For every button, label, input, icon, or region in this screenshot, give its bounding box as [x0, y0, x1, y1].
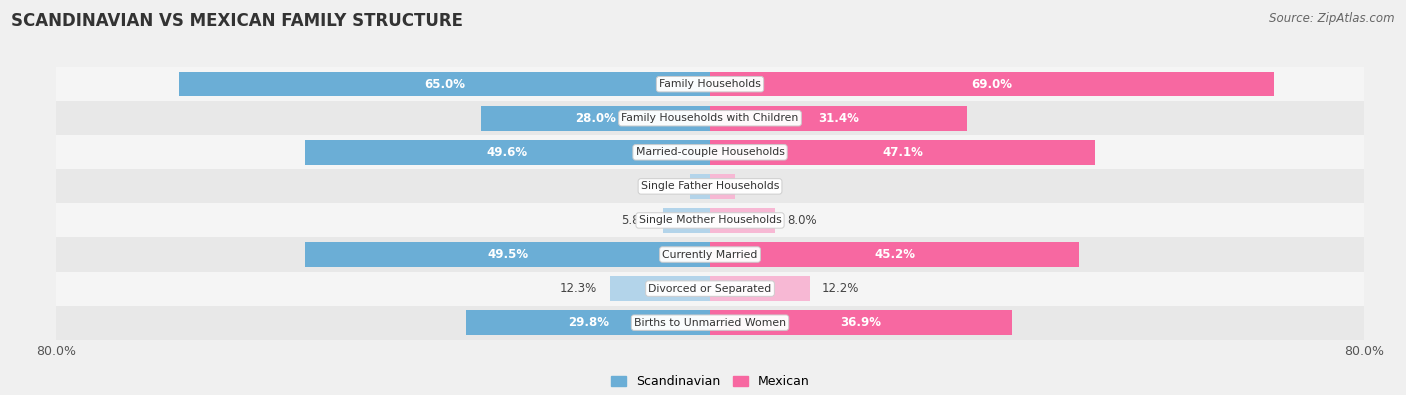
Text: 12.3%: 12.3% [560, 282, 598, 295]
Text: 45.2%: 45.2% [875, 248, 915, 261]
Text: Source: ZipAtlas.com: Source: ZipAtlas.com [1270, 12, 1395, 25]
Bar [305, 242, 710, 267]
Text: SCANDINAVIAN VS MEXICAN FAMILY STRUCTURE: SCANDINAVIAN VS MEXICAN FAMILY STRUCTURE [11, 12, 463, 30]
Text: 69.0%: 69.0% [972, 78, 1012, 91]
Text: Single Father Households: Single Father Households [641, 181, 779, 192]
Bar [467, 310, 710, 335]
Bar [710, 276, 810, 301]
Bar [56, 169, 1364, 203]
Bar [710, 106, 967, 130]
Bar [710, 140, 1095, 165]
Text: Currently Married: Currently Married [662, 250, 758, 260]
Bar [56, 272, 1364, 306]
Bar [690, 174, 710, 199]
Text: Family Households with Children: Family Households with Children [621, 113, 799, 123]
Bar [56, 67, 1364, 101]
Bar [56, 101, 1364, 135]
Bar [610, 276, 710, 301]
Bar [305, 140, 710, 165]
Text: 3.0%: 3.0% [747, 180, 776, 193]
Text: Family Households: Family Households [659, 79, 761, 89]
Text: 47.1%: 47.1% [882, 146, 922, 159]
Text: 49.6%: 49.6% [486, 146, 527, 159]
Text: 36.9%: 36.9% [841, 316, 882, 329]
Bar [56, 135, 1364, 169]
Text: Married-couple Households: Married-couple Households [636, 147, 785, 157]
Text: 8.0%: 8.0% [787, 214, 817, 227]
Text: 49.5%: 49.5% [488, 248, 529, 261]
Bar [710, 208, 776, 233]
Bar [56, 237, 1364, 272]
Text: 65.0%: 65.0% [425, 78, 465, 91]
Bar [710, 242, 1080, 267]
Bar [710, 72, 1274, 96]
Text: Single Mother Households: Single Mother Households [638, 215, 782, 226]
Bar [56, 203, 1364, 237]
Text: Births to Unmarried Women: Births to Unmarried Women [634, 318, 786, 328]
Text: 2.4%: 2.4% [648, 180, 678, 193]
Text: 28.0%: 28.0% [575, 112, 616, 125]
Bar [179, 72, 710, 96]
Bar [710, 174, 734, 199]
Bar [481, 106, 710, 130]
Bar [56, 306, 1364, 340]
Bar [662, 208, 710, 233]
Text: Divorced or Separated: Divorced or Separated [648, 284, 772, 293]
Bar [710, 310, 1011, 335]
Text: 12.2%: 12.2% [823, 282, 859, 295]
Legend: Scandinavian, Mexican: Scandinavian, Mexican [606, 371, 814, 393]
Text: 5.8%: 5.8% [620, 214, 651, 227]
Text: 29.8%: 29.8% [568, 316, 609, 329]
Text: 31.4%: 31.4% [818, 112, 859, 125]
